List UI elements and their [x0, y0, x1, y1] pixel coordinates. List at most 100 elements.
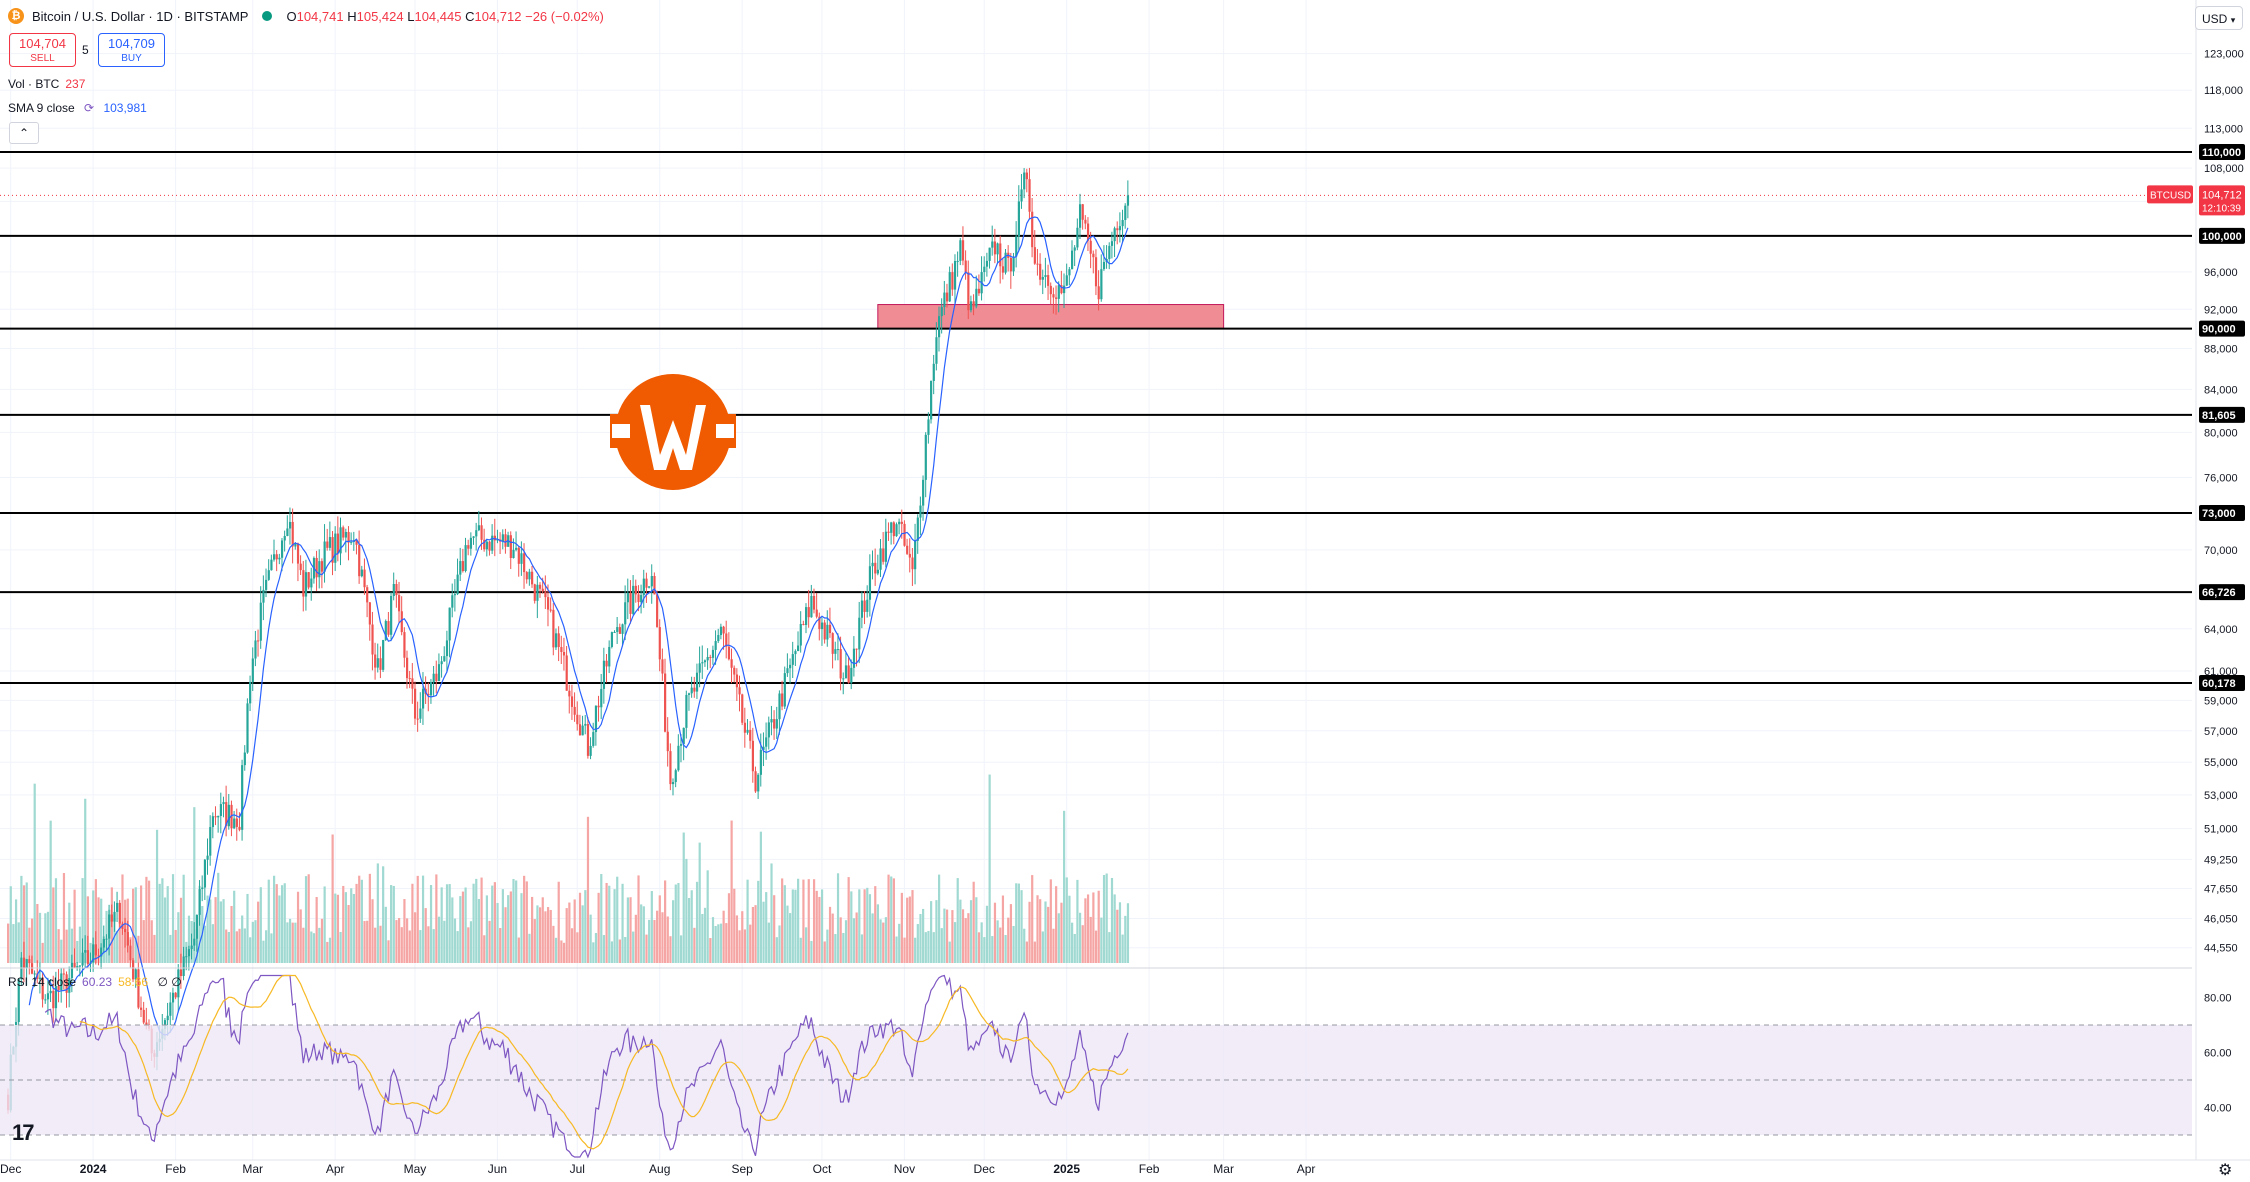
volume-bar [387, 940, 390, 963]
price-tag: 104,712 [2202, 189, 2242, 201]
volume-bar [461, 891, 465, 963]
volume-bar [1044, 901, 1047, 963]
volume-bar [355, 883, 358, 963]
currency-selector[interactable]: USD ▾ [2195, 6, 2243, 30]
candle-body [38, 977, 42, 980]
candle-body [738, 687, 741, 695]
candle-body [1015, 236, 1018, 257]
candle-body [568, 690, 571, 697]
candle-body [437, 664, 441, 682]
candle-body [1057, 285, 1060, 299]
candle-body [975, 288, 978, 307]
candle-body [847, 665, 850, 683]
volume-bar [323, 886, 326, 963]
candle-body [1078, 204, 1082, 228]
volume-bar [421, 875, 425, 963]
candle-body [129, 945, 132, 961]
candle-body [376, 658, 379, 668]
price-axis[interactable]: 123,000118,000113,000108,000104,00096,00… [2147, 0, 2245, 1160]
candle-body [951, 272, 954, 290]
candle-body [557, 633, 560, 648]
volume-bar [632, 931, 635, 963]
volume-bar [996, 920, 999, 963]
volume-bar [65, 929, 68, 963]
volume-bar [895, 936, 898, 963]
candle-body [900, 521, 903, 524]
volume-legend[interactable]: Vol · BTC 237 [8, 77, 86, 91]
candle-body [898, 521, 901, 525]
candle-body [448, 607, 451, 641]
candle-body [972, 301, 975, 307]
volume-bar [682, 832, 685, 963]
candle-body [113, 911, 116, 922]
candle-body [459, 561, 462, 575]
candle-body [953, 261, 957, 290]
symbol-title[interactable]: Bitcoin / U.S. Dollar · 1D · BITSTAMP [32, 8, 249, 24]
candle-body [1076, 227, 1079, 248]
candle-body [549, 609, 552, 611]
candle-body [366, 587, 369, 603]
candle-body [379, 658, 382, 670]
candle-body [54, 986, 58, 1009]
volume-bar [672, 900, 675, 963]
volume-bar [278, 895, 281, 963]
candle-body [108, 914, 111, 939]
collapse-legend-button[interactable]: ⌃ [9, 122, 39, 144]
volume-bar [876, 904, 880, 963]
candle-body [876, 569, 880, 574]
candle-body [823, 622, 826, 640]
volume-bar [589, 914, 592, 963]
volume-bar [467, 927, 470, 963]
volume-bar [570, 928, 574, 963]
candle-body [879, 548, 882, 570]
volume-bar [546, 907, 550, 963]
tradingview-logo-icon[interactable]: 17 [12, 1120, 35, 1145]
candle-body [102, 939, 105, 948]
level-label: 90,000 [2202, 324, 2236, 336]
candle-body [28, 959, 31, 964]
sell-button[interactable]: 104,704 SELL [9, 33, 76, 67]
gear-icon[interactable]: ⚙ [2218, 1162, 2233, 1179]
candle-body [472, 536, 475, 538]
volume-bar [243, 928, 246, 963]
candle-body [142, 1009, 145, 1023]
volume-bar [299, 909, 302, 963]
candle-body [488, 541, 491, 551]
candle-body [94, 944, 97, 956]
candle-body [852, 648, 856, 668]
candle-body [961, 240, 965, 261]
time-tick-label: Sep [731, 1162, 753, 1176]
volume-bar [390, 885, 393, 963]
volume-bar [342, 885, 345, 963]
volume-bar [28, 927, 31, 963]
volume-bar [741, 911, 744, 963]
candle-body [1092, 253, 1095, 258]
time-axis[interactable]: Dec 2024 Feb Mar Apr May Jun Jul Aug Sep Oct Nov Dec… [0, 1159, 2250, 1176]
volume-bar [150, 920, 153, 963]
volume-bar [310, 931, 313, 963]
volume-bar [140, 885, 143, 963]
candle-body [679, 744, 683, 746]
buy-button[interactable]: 104,709 BUY [98, 33, 165, 67]
candle-body [140, 1007, 143, 1010]
volume-bar [930, 901, 933, 963]
volume-bar [884, 917, 887, 963]
rsi-tick-label: 60.00 [2204, 1048, 2232, 1060]
volume-bar [49, 820, 52, 963]
rsi-legend[interactable]: RSI 14 close 60.23 58.66 ∅ ∅ [8, 975, 182, 989]
candle-body [1012, 256, 1015, 272]
candle-body [866, 599, 869, 612]
price-tick-label: 64,000 [2204, 624, 2238, 636]
volume-bar [443, 920, 446, 963]
bitcoin-icon: ₿ [8, 8, 24, 24]
candle-body [541, 588, 544, 592]
level-label: 110,000 [2202, 147, 2241, 159]
candle-body [632, 585, 635, 614]
candle-body [358, 544, 361, 577]
candle-body [618, 627, 621, 634]
sma-legend[interactable]: SMA 9 close ⟳ 103,981 [8, 101, 147, 115]
volume-bar [68, 902, 71, 963]
volume-bar [326, 941, 329, 963]
candlesticks [7, 167, 1130, 1114]
